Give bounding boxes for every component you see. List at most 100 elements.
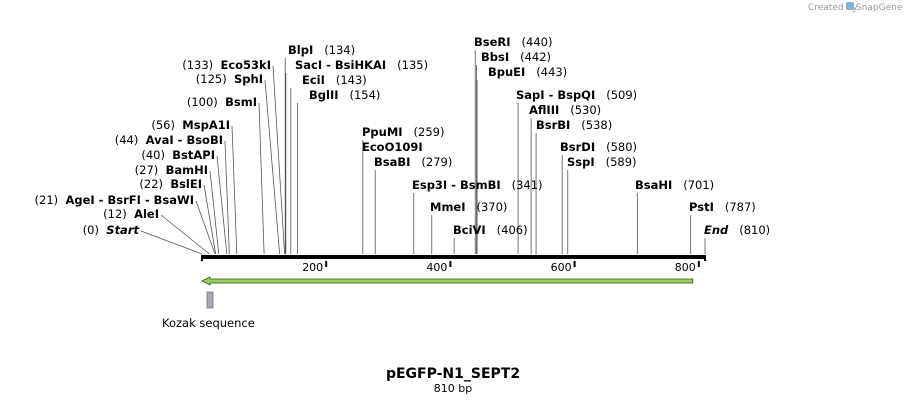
site-position: (509) <box>606 88 637 102</box>
enzyme-name: Start <box>106 223 139 237</box>
cut-site-line <box>140 230 203 255</box>
spacer <box>213 58 220 72</box>
site-position: (22) <box>139 177 163 191</box>
feature-egfp-arrow[interactable] <box>201 276 694 286</box>
site-position: (44) <box>115 133 139 147</box>
svg-text:BsrBI (538): BsrBI (538) <box>536 118 612 132</box>
spacer <box>175 118 182 132</box>
site-position: (810) <box>739 223 770 237</box>
cut-site-label[interactable]: (22) BslEI <box>139 177 202 191</box>
spacer <box>466 200 477 214</box>
enzyme-name: BamHI <box>166 163 208 177</box>
enzyme-name: BsaHI <box>635 178 672 192</box>
spacer <box>559 103 570 117</box>
site-position: (27) <box>135 163 159 177</box>
spacer <box>403 125 414 139</box>
spacer <box>339 88 350 102</box>
cut-site-label[interactable]: PstI (787) <box>689 200 756 214</box>
enzyme-name: AgeI <box>65 193 94 207</box>
enzyme-name: BciVI <box>453 223 486 237</box>
cut-site-label[interactable]: SspI (589) <box>567 155 637 169</box>
site-position: (370) <box>476 200 507 214</box>
kozak-label: Kozak sequence <box>162 316 255 330</box>
enzyme-name: SphI <box>234 72 263 86</box>
svg-text:BsaBI (279): BsaBI (279) <box>374 155 452 169</box>
cut-site-label[interactable]: BsaHI (701) <box>635 178 714 192</box>
cut-site-line <box>231 125 238 255</box>
cut-site-label[interactable]: EcoO109I <box>362 140 423 154</box>
cut-site-label[interactable]: (21) AgeI - BsrFI - BsaWI <box>35 193 194 207</box>
svg-text:SacI - BsiHKAI (135): SacI - BsiHKAI (135) <box>295 58 428 72</box>
separator: - <box>322 58 335 72</box>
cut-site-label[interactable]: (56) MspA1I <box>151 118 230 132</box>
spacer <box>511 35 522 49</box>
enzyme-name: BsiHKAI <box>335 58 386 72</box>
credit-text: Created by <box>808 3 858 13</box>
cut-site-label[interactable]: BbsI (442) <box>481 50 551 64</box>
svg-text:MmeI (370): MmeI (370) <box>430 200 507 214</box>
cut-site-label[interactable]: SacI - BsiHKAI (135) <box>295 58 428 72</box>
cut-site-label[interactable]: BsrBI (538) <box>536 118 612 132</box>
spacer <box>595 155 606 169</box>
cut-site-label[interactable]: BsaBI (279) <box>374 155 452 169</box>
cut-site-label[interactable]: MmeI (370) <box>430 200 507 214</box>
site-position: (530) <box>570 103 601 117</box>
site-position: (406) <box>497 223 528 237</box>
spacer <box>386 58 397 72</box>
cut-site-label[interactable]: BpuEI (443) <box>488 65 567 79</box>
cut-site-label[interactable]: (133) Eco53kI <box>182 58 271 72</box>
enzyme-name: End <box>704 223 729 237</box>
cut-site-label[interactable]: BsrDI (580) <box>560 140 637 154</box>
cut-site-label[interactable]: Esp3I - BsmBI (341) <box>412 178 543 192</box>
ruler-ticks: 200 400 600 800 <box>302 261 700 274</box>
separator: - <box>447 178 460 192</box>
site-position: (701) <box>683 178 714 192</box>
separator: - <box>141 193 154 207</box>
enzyme-name: BsaBI <box>374 155 410 169</box>
cut-site-label[interactable]: BciVI (406) <box>453 223 528 237</box>
site-position: (125) <box>196 72 227 86</box>
cut-site-label[interactable]: (125) SphI <box>196 72 263 86</box>
cut-site-label[interactable]: BglII (154) <box>309 88 380 102</box>
site-position: (56) <box>151 118 175 132</box>
cut-site-label[interactable]: BseRI (440) <box>474 35 552 49</box>
cut-site-lines <box>140 50 706 255</box>
cut-site-label[interactable]: BlpI (134) <box>288 43 355 57</box>
svg-text:(0) Start: (0) Start <box>83 223 140 237</box>
enzyme-name: BsrBI <box>536 118 570 132</box>
ruler-tick-label: 800 <box>675 261 696 274</box>
enzyme-name: BseRI <box>474 35 511 49</box>
enzyme-name: PstI <box>689 200 714 214</box>
cut-site-label[interactable]: (27) BamHI <box>135 163 208 177</box>
backbone-bar <box>202 255 705 259</box>
site-position: (0) <box>83 223 99 237</box>
spacer <box>672 178 683 192</box>
enzyme-name: BlpI <box>288 43 313 57</box>
svg-text:(125) SphI: (125) SphI <box>196 72 263 86</box>
enzyme-name: BsmBI <box>460 178 501 192</box>
cut-site-label[interactable]: EciI (143) <box>302 73 367 87</box>
cut-site-label[interactable]: (0) Start <box>83 223 140 237</box>
cut-site-label[interactable]: (100) BsmI <box>187 95 257 109</box>
cut-site-label[interactable]: End (810) <box>704 223 770 237</box>
enzyme-name: MspA1I <box>182 118 230 132</box>
cut-site-line <box>258 102 265 255</box>
cut-site-label[interactable]: PpuMI (259) <box>362 125 444 139</box>
site-position: (279) <box>421 155 452 169</box>
enzyme-name: PpuMI <box>362 125 403 139</box>
cut-site-label[interactable]: (12) AleI <box>103 207 159 221</box>
spacer <box>595 140 606 154</box>
site-position: (134) <box>324 43 355 57</box>
enzyme-name: Esp3I <box>412 178 447 192</box>
svg-text:BsrDI (580): BsrDI (580) <box>560 140 637 154</box>
cut-site-label[interactable]: AflIII (530) <box>529 103 601 117</box>
cut-site-label[interactable]: (44) AvaI - BsoBI <box>115 133 223 147</box>
svg-text:End (810): End (810) <box>704 223 770 237</box>
site-position: (580) <box>606 140 637 154</box>
egfp-arrow-shape[interactable] <box>201 276 694 286</box>
cut-site-label[interactable]: (40) BstAPI <box>141 148 215 162</box>
kozak-feature-box[interactable] <box>206 291 214 309</box>
cut-site-label[interactable]: SapI - BspQI (509) <box>516 88 637 102</box>
spacer <box>165 148 172 162</box>
